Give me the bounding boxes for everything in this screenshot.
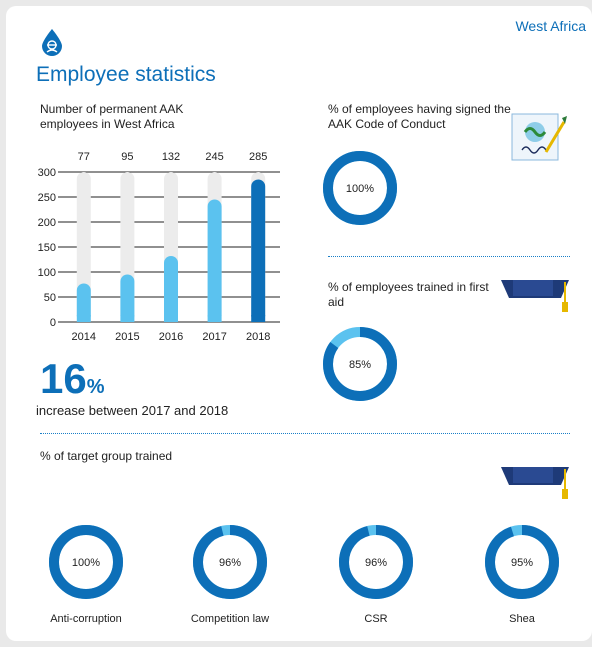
increase-unit: % [86, 376, 105, 398]
bar-base [164, 315, 178, 322]
divider [328, 256, 570, 257]
x-tick-label: 2017 [202, 331, 226, 343]
bar [207, 199, 222, 322]
donut-label: 100% [72, 557, 100, 569]
increase-number: 16 [40, 355, 87, 402]
bar [251, 179, 266, 322]
donut-value-arc [323, 327, 397, 401]
donut-value-arc [193, 525, 267, 599]
target-donut-name: Competition law [190, 613, 270, 625]
target-donut-name: Anti-corruption [50, 613, 122, 625]
donut-value-arc [323, 151, 397, 225]
increase-value: 16% [40, 358, 105, 408]
y-tick-label: 150 [38, 242, 56, 254]
code-of-conduct-title: % of employees having signed the AAK Cod… [328, 102, 511, 131]
y-tick-label: 200 [38, 217, 56, 229]
data-label: 77 [78, 151, 90, 163]
y-tick-label: 50 [44, 292, 56, 304]
bar [76, 283, 91, 322]
target-donut: 100% [49, 525, 123, 599]
data-label: 132 [162, 151, 180, 163]
bar-base [251, 315, 266, 322]
data-label: 95 [121, 151, 133, 163]
handshake-document-icon [511, 113, 567, 161]
y-tick-label: 0 [50, 317, 56, 329]
bar-base [207, 315, 222, 322]
donut-value-arc [339, 525, 413, 599]
target-group-title: % of target group trained [40, 449, 173, 463]
bar [120, 274, 135, 322]
target-donut-name: Shea [509, 613, 535, 625]
bar [164, 256, 178, 322]
drop-worker-icon [42, 29, 62, 56]
target-donut: 96% [193, 525, 267, 599]
first-aid-donut: 85% [323, 327, 397, 401]
donut-value-arc [49, 525, 123, 599]
target-donut-name: CSR [364, 613, 388, 625]
y-tick-label: 250 [38, 192, 56, 204]
y-tick-label: 300 [38, 167, 56, 179]
bar-base [120, 315, 135, 322]
bar-chart-title: Number of permanent AAK employees in Wes… [40, 102, 184, 131]
bar-base [76, 315, 91, 322]
graduation-cap-icon [501, 467, 569, 499]
x-tick-label: 2014 [72, 331, 96, 343]
data-label: 285 [249, 151, 267, 163]
data-label: 245 [205, 151, 223, 163]
page-title: Employee statistics [36, 63, 216, 86]
region-label: West Africa [515, 18, 586, 34]
employees-bar-chart: 0 50 100 150 200 250 300 77 2014 95 2015 132 2016 245… [38, 151, 280, 343]
graduation-cap-icon [501, 280, 569, 312]
x-tick-label: 2018 [246, 331, 270, 343]
x-tick-label: 2015 [115, 331, 139, 343]
donut-label: 95% [511, 557, 533, 569]
target-donut: 95% [485, 525, 559, 599]
donut-label: 100% [346, 183, 374, 195]
donut-value-arc [485, 525, 559, 599]
divider [40, 433, 570, 434]
first-aid-title: % of employees trained in first aid [328, 280, 489, 309]
y-tick-label: 100 [38, 267, 56, 279]
target-donut: 96% [339, 525, 413, 599]
x-tick-label: 2016 [159, 331, 183, 343]
code-of-conduct-donut: 100% [323, 151, 397, 225]
increase-text: increase between 2017 and 2018 [36, 403, 229, 418]
donut-label: 85% [349, 359, 371, 371]
donut-label: 96% [365, 557, 387, 569]
donut-label: 96% [219, 557, 241, 569]
